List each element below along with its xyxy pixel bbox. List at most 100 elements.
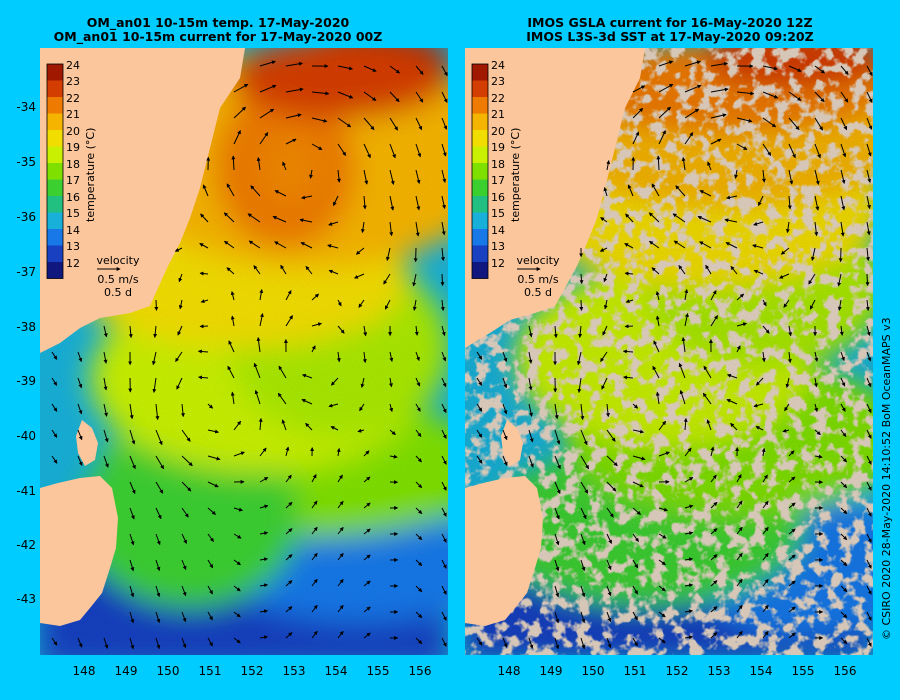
current-vector xyxy=(761,447,766,457)
current-vector xyxy=(726,195,738,200)
current-vector xyxy=(840,195,846,211)
lon-label: 152 xyxy=(665,664,689,678)
current-vector xyxy=(441,637,447,647)
current-vector xyxy=(578,325,583,338)
lat-label: -42 xyxy=(16,538,36,552)
current-vector xyxy=(227,365,235,379)
current-vector xyxy=(259,557,269,562)
current-vector xyxy=(724,218,738,223)
current-vector xyxy=(814,117,824,131)
current-vector xyxy=(77,637,83,648)
lon-label: 155 xyxy=(366,664,390,678)
current-vector xyxy=(736,91,755,96)
lon-label: 156 xyxy=(408,664,432,678)
current-vector xyxy=(415,377,421,387)
current-vector xyxy=(311,500,318,509)
colorbar-swatch xyxy=(472,130,488,147)
current-vector xyxy=(233,451,245,457)
current-vector xyxy=(528,637,534,649)
cb-label: 13 xyxy=(66,240,80,253)
cb-label: 19 xyxy=(66,141,80,154)
current-vector xyxy=(705,264,712,275)
current-vector xyxy=(129,507,135,520)
current-vector xyxy=(736,630,743,639)
current-vector xyxy=(840,377,846,387)
current-vector xyxy=(866,455,872,465)
current-vector xyxy=(77,403,83,415)
current-vector xyxy=(684,60,701,67)
current-vector xyxy=(675,185,686,197)
right-map-canvas xyxy=(465,48,873,655)
current-vector xyxy=(684,84,702,93)
current-vector xyxy=(502,455,508,467)
current-vector xyxy=(840,169,846,185)
current-vector xyxy=(840,143,847,158)
current-vector xyxy=(305,422,313,431)
current-vector xyxy=(337,500,344,509)
current-vector xyxy=(658,420,667,431)
current-vector xyxy=(207,507,217,515)
current-vector xyxy=(673,240,686,249)
current-vector xyxy=(285,315,293,327)
cb-label: 15 xyxy=(66,207,80,220)
current-vector xyxy=(866,143,872,157)
right-colorbar xyxy=(471,63,489,279)
current-vector xyxy=(476,403,483,412)
current-vector xyxy=(337,143,347,157)
current-vector xyxy=(247,213,261,223)
current-vector xyxy=(51,455,58,464)
current-vector xyxy=(726,399,738,405)
cb-label: 17 xyxy=(66,174,80,187)
colorbar-swatch xyxy=(472,97,488,114)
current-vector xyxy=(684,635,694,640)
current-vector xyxy=(866,169,872,183)
current-vector xyxy=(658,559,666,566)
current-vector xyxy=(606,429,616,442)
current-vector xyxy=(299,218,313,223)
lat-label: -43 xyxy=(16,592,36,606)
current-vector xyxy=(311,143,323,151)
lat-label: -36 xyxy=(16,210,36,224)
current-vector xyxy=(762,117,777,128)
current-vector xyxy=(441,195,446,210)
current-vector xyxy=(814,429,821,436)
current-vector xyxy=(758,195,764,207)
lon-label: 148 xyxy=(72,664,96,678)
current-vector xyxy=(415,195,421,211)
current-vector xyxy=(254,389,261,405)
current-vector xyxy=(233,585,241,592)
current-vector xyxy=(155,533,161,546)
current-vector xyxy=(554,585,560,598)
current-vector xyxy=(389,91,400,103)
current-vector xyxy=(337,325,345,334)
current-vector xyxy=(337,630,344,639)
current-vector xyxy=(788,632,796,639)
cb-label: 21 xyxy=(491,108,505,121)
current-vector xyxy=(840,91,849,103)
cb-label: 12 xyxy=(491,257,505,270)
current-vector xyxy=(655,391,660,405)
lon-label: 148 xyxy=(497,664,521,678)
cb-label: 16 xyxy=(491,191,505,204)
current-vector xyxy=(528,455,534,468)
current-vector xyxy=(681,336,686,353)
colorbar-swatch xyxy=(47,179,63,196)
current-vector xyxy=(337,578,344,587)
current-vector xyxy=(736,143,748,151)
current-vector xyxy=(151,351,157,366)
current-vector xyxy=(77,429,83,441)
current-vector xyxy=(652,365,660,379)
current-vector xyxy=(528,351,533,364)
left-velocity-legend: velocity 0.5 m/s 0.5 d xyxy=(88,254,148,299)
current-vector xyxy=(580,455,590,470)
current-vector xyxy=(736,474,742,483)
current-vector xyxy=(603,187,608,197)
current-vector xyxy=(51,377,58,386)
colorbar-swatch xyxy=(472,262,488,279)
current-vector xyxy=(658,507,669,512)
current-vector xyxy=(103,403,108,417)
current-vector xyxy=(226,183,235,197)
colorbar-swatch xyxy=(472,146,488,163)
current-vector xyxy=(336,351,341,363)
current-vector xyxy=(274,190,287,197)
